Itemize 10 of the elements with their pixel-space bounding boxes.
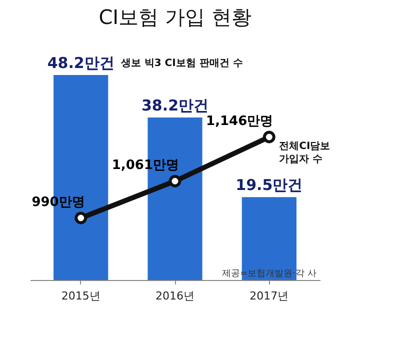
x-tick-label: 2017년 bbox=[250, 290, 289, 302]
data-label: 19.5만건 bbox=[236, 176, 303, 194]
chart-title: CI보험 가입 현황 bbox=[98, 5, 252, 29]
data-label: 48.2만건 bbox=[47, 54, 114, 72]
x-tick-label: 2015년 bbox=[61, 290, 100, 302]
data-label: 1,146만명 bbox=[206, 114, 274, 129]
series-label: 전체CI담보 가입자 수 bbox=[279, 141, 330, 165]
x-tick-label: 2016년 bbox=[156, 290, 194, 302]
data-label: 38.2만건 bbox=[141, 96, 209, 115]
series-label: 생보 빅3 CI보험 판매건 수 bbox=[120, 58, 243, 69]
